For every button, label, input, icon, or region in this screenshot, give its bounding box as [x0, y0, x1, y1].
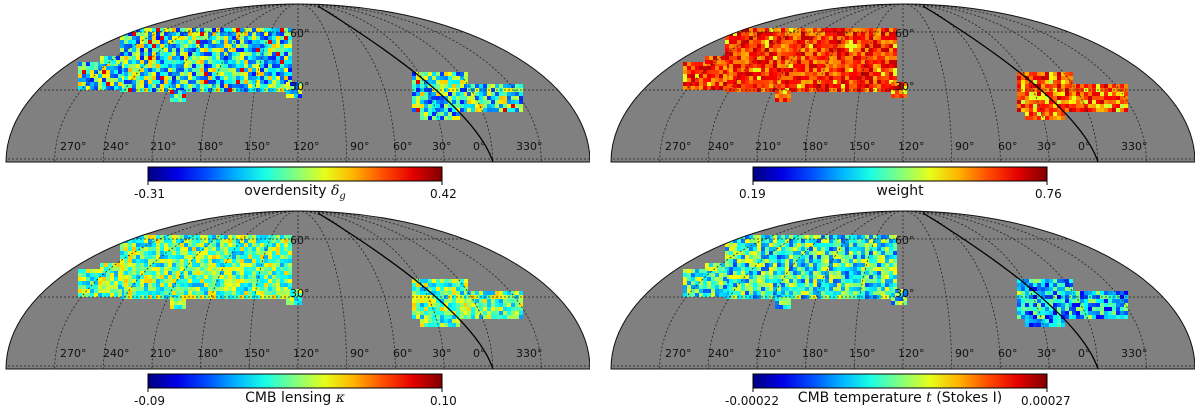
- longitude-label: 0°: [473, 140, 486, 153]
- colorbar-title: CMB lensing κ: [245, 390, 345, 406]
- longitude-label: 60°: [998, 140, 1018, 153]
- latitude-label: 30°: [895, 287, 915, 300]
- longitude-label: 180°: [197, 347, 224, 360]
- latitude-label: 30°: [290, 80, 310, 93]
- graticule: [611, 211, 1195, 369]
- colorbar-max-label: 0.76: [1035, 187, 1062, 201]
- longitude-label: 270°: [665, 140, 692, 153]
- longitude-label: 30°: [432, 347, 452, 360]
- colorbar: [752, 166, 1048, 185]
- longitude-label: 0°: [473, 347, 486, 360]
- map-panel-overdensity: 60° 30° 270° 240° 210° 180° 150° 120° 90° 60° 30° 0…: [0, 0, 590, 205]
- longitude-label: 60°: [393, 347, 413, 360]
- latitude-label: 60°: [895, 27, 915, 40]
- longitude-label: 330°: [1121, 140, 1148, 153]
- colorbar-max-label: 0.42: [430, 187, 457, 201]
- map-panel-lensing: 60° 30° 270° 240° 210° 180° 150° 120° 90° 60° 30° 0…: [0, 207, 590, 412]
- longitude-label: 210°: [150, 140, 177, 153]
- longitude-label: 120°: [898, 347, 925, 360]
- graticule: [6, 4, 590, 162]
- graticule: [611, 4, 1195, 162]
- colorbar: [752, 373, 1048, 392]
- colorbar-title: weight: [876, 183, 924, 199]
- longitude-label: 30°: [1037, 347, 1057, 360]
- survey-footprint: [683, 235, 1128, 327]
- map-panel-weight: 60° 30° 270° 240° 210° 180° 150° 120° 90° 60° 30° 0…: [605, 0, 1195, 205]
- longitude-label: 120°: [898, 140, 925, 153]
- colorbar: [147, 373, 443, 392]
- longitude-label: 240°: [103, 347, 130, 360]
- longitude-label: 120°: [293, 140, 320, 153]
- colorbar-max-label: 0.10: [430, 394, 457, 408]
- latitude-label: 60°: [290, 234, 310, 247]
- mollweide-map-lensing: 60° 30° 270° 240° 210° 180° 150° 120° 90° 60° 30° 0…: [5, 210, 590, 392]
- longitude-label: 120°: [293, 347, 320, 360]
- longitude-label: 330°: [516, 347, 543, 360]
- graticule: [6, 211, 590, 369]
- map-panel-temperature: 60° 30° 270° 240° 210° 180° 150° 120° 90° 60° 30° 0…: [605, 207, 1195, 412]
- colorbar: [147, 166, 443, 185]
- longitude-label: 330°: [1121, 347, 1148, 360]
- longitude-label: 30°: [1037, 140, 1057, 153]
- map-outline: [5, 210, 590, 370]
- longitude-label: 180°: [802, 140, 829, 153]
- longitude-label: 210°: [755, 347, 782, 360]
- longitude-label: 330°: [516, 140, 543, 153]
- longitude-label: 240°: [708, 347, 735, 360]
- longitude-label: 180°: [197, 140, 224, 153]
- longitude-label: 150°: [244, 140, 271, 153]
- latitude-label: 30°: [290, 287, 310, 300]
- longitude-label: 270°: [60, 140, 87, 153]
- colorbar-title: overdensity δg: [244, 183, 346, 202]
- latitude-label: 60°: [895, 234, 915, 247]
- mollweide-map-temperature: 60° 30° 270° 240° 210° 180° 150° 120° 90° 60° 30° 0…: [610, 210, 1195, 392]
- longitude-label: 150°: [849, 140, 876, 153]
- longitude-label: 90°: [955, 347, 975, 360]
- longitude-label: 150°: [244, 347, 271, 360]
- colorbar-min-label: -0.31: [134, 187, 166, 201]
- longitude-label: 60°: [998, 347, 1018, 360]
- longitude-label: 60°: [393, 140, 413, 153]
- longitude-label: 240°: [103, 140, 130, 153]
- longitude-label: 180°: [802, 347, 829, 360]
- survey-footprint: [78, 235, 523, 327]
- latitude-label: 60°: [290, 27, 310, 40]
- latitude-label: 30°: [895, 80, 915, 93]
- colorbar-min-label: -0.00022: [725, 394, 779, 408]
- map-outline: [610, 3, 1195, 163]
- longitude-label: 90°: [955, 140, 975, 153]
- map-outline: [5, 3, 590, 163]
- colorbar-min-label: -0.09: [134, 394, 166, 408]
- mollweide-map-weight: 60° 30° 270° 240° 210° 180° 150° 120° 90° 60° 30° 0…: [610, 3, 1195, 185]
- longitude-label: 0°: [1078, 347, 1091, 360]
- longitude-label: 270°: [60, 347, 87, 360]
- colorbar-min-label: 0.19: [739, 187, 766, 201]
- longitude-label: 90°: [350, 347, 370, 360]
- longitude-label: 0°: [1078, 140, 1091, 153]
- colorbar-max-label: 0.00027: [1021, 394, 1071, 408]
- longitude-label: 90°: [350, 140, 370, 153]
- longitude-label: 240°: [708, 140, 735, 153]
- map-outline: [610, 210, 1195, 370]
- longitude-label: 270°: [665, 347, 692, 360]
- longitude-label: 210°: [150, 347, 177, 360]
- longitude-label: 150°: [849, 347, 876, 360]
- longitude-label: 210°: [755, 140, 782, 153]
- colorbar-title: CMB temperature t (Stokes I): [797, 390, 1003, 406]
- mollweide-map-overdensity: 60° 30° 270° 240° 210° 180° 150° 120° 90° 60° 30° 0…: [5, 3, 590, 185]
- longitude-label: 30°: [432, 140, 452, 153]
